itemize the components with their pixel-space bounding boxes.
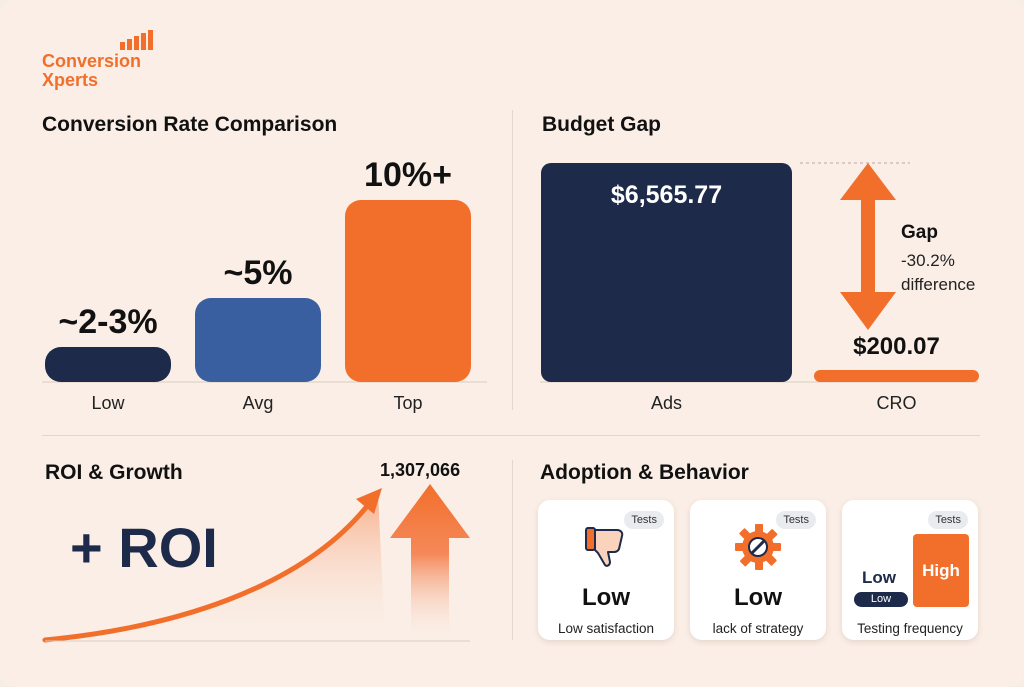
bar-low <box>45 347 171 382</box>
bar-top <box>345 200 471 382</box>
gear-icon <box>735 524 781 570</box>
conversion-title: Conversion Rate Comparison <box>42 113 338 136</box>
adoption-title: Adoption & Behavior <box>540 461 749 484</box>
divider-vertical-top <box>512 110 513 410</box>
bar-avg <box>195 298 321 382</box>
category-label-top: Top <box>393 393 422 413</box>
adoption-card-testing-frequency: Tests Low Low High Testing frequency <box>842 500 978 640</box>
tests-badge: Tests <box>624 511 664 529</box>
adoption-caption: lack of strategy <box>712 621 804 636</box>
adoption-caption: Testing frequency <box>857 621 963 636</box>
adoption-card-satisfaction: Tests Low Low satisfaction <box>538 500 674 640</box>
growth-area <box>45 493 385 640</box>
bar-ads <box>541 163 792 382</box>
testing-low-bar: Low <box>854 592 908 607</box>
tests-badge: Tests <box>776 511 816 529</box>
gap-arrow-icon <box>840 163 896 330</box>
category-label-low: Low <box>91 393 125 413</box>
bar-cro <box>814 370 979 382</box>
conversion-rate-chart: ~2-3% Low ~5% Avg 10%+ Top <box>42 156 487 413</box>
brand-name-line2: Xperts <box>42 70 99 90</box>
divider-horizontal <box>42 435 980 436</box>
adoption-caption: Low satisfaction <box>557 621 655 636</box>
roi-up-arrow-icon <box>390 484 470 640</box>
brand-name-line1: Conversion <box>42 51 142 71</box>
roi-title: ROI & Growth <box>45 461 183 484</box>
adoption-value: Low <box>734 584 782 611</box>
growth-curve-arrowhead-icon <box>356 488 382 514</box>
category-label-avg: Avg <box>243 393 274 413</box>
gap-annotation-title: Gap <box>901 222 938 243</box>
data-label-avg: ~5% <box>224 254 293 292</box>
data-label-ads: $6,565.77 <box>611 181 722 209</box>
data-label-top: 10%+ <box>364 156 452 194</box>
testing-high-bar: High <box>913 534 969 607</box>
thumbs-down-icon <box>585 527 624 567</box>
roi-growth-chart: 1,307,066 <box>42 460 470 643</box>
bar-chart-logo-icon <box>120 30 153 50</box>
gap-annotation-difference: difference <box>901 275 975 294</box>
brand-name: Conversion Xperts <box>42 52 162 90</box>
testing-low-label: Low <box>862 568 896 587</box>
divider-vertical-bottom <box>512 460 513 640</box>
category-label-ads: Ads <box>651 393 682 413</box>
adoption-card-strategy: Tests Low lack of strategy <box>690 500 826 640</box>
growth-curve <box>42 502 371 643</box>
category-label-cro: CRO <box>877 393 917 413</box>
budget-title: Budget Gap <box>542 113 661 136</box>
gap-annotation-percent: -30.2% <box>901 251 955 270</box>
data-label-cro: $200.07 <box>853 333 940 360</box>
roi-headline: + ROI <box>70 516 218 579</box>
roi-peak-label: 1,307,066 <box>380 460 460 480</box>
adoption-value: Low <box>582 584 630 611</box>
tests-badge: Tests <box>928 511 968 529</box>
budget-gap-chart: Gap -30.2% difference $6,565.77 Ads $200.0… <box>540 162 979 413</box>
data-label-low: ~2-3% <box>58 303 157 341</box>
